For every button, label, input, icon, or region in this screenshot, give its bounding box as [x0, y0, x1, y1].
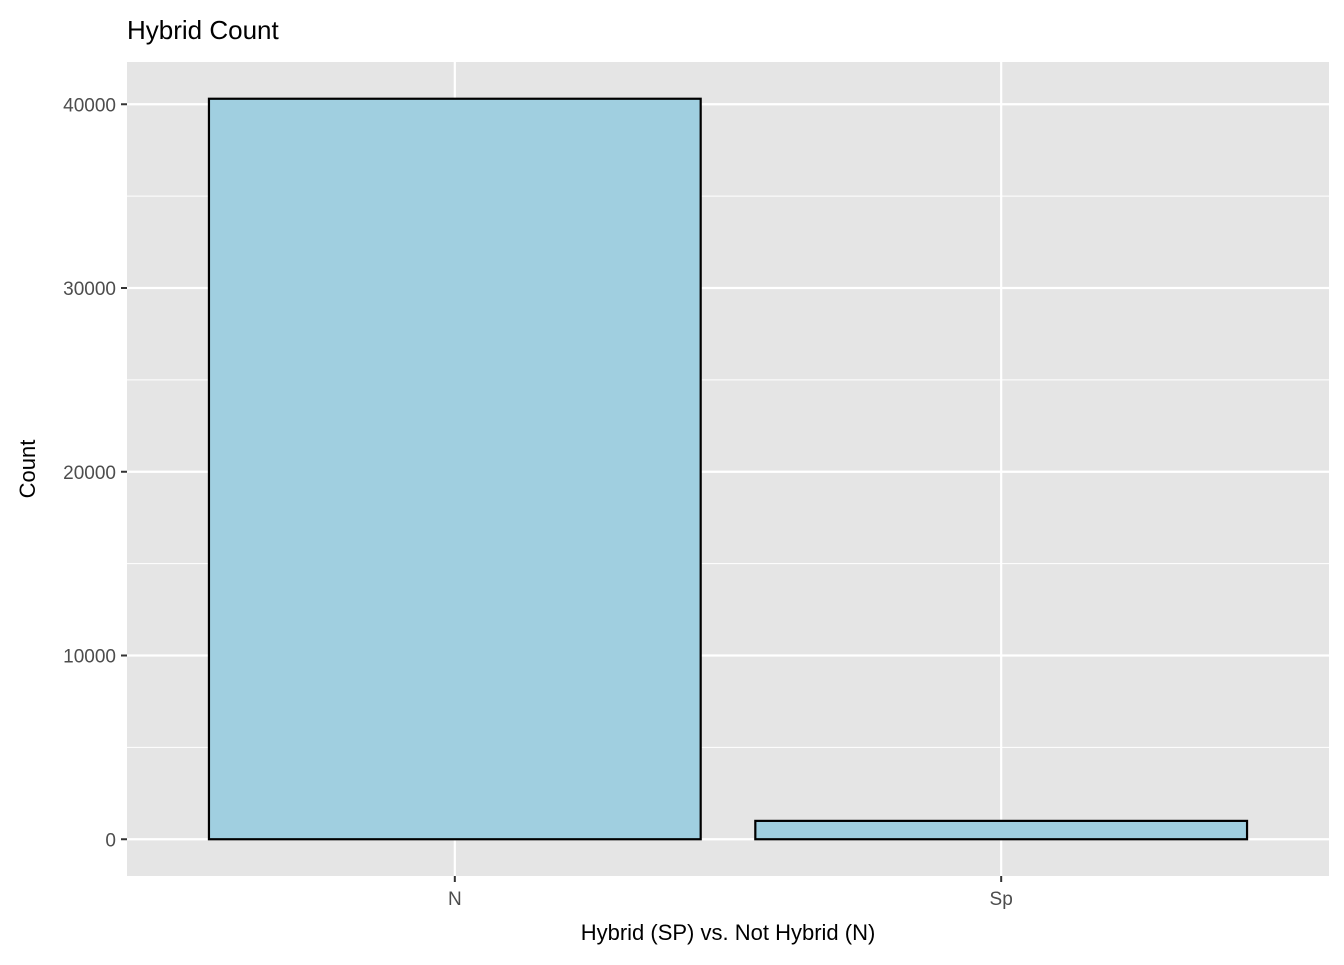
bars-group [207, 97, 1249, 841]
y-tick-label: 10000 [63, 647, 116, 668]
x-tick-label: N [448, 889, 462, 910]
bar-n [207, 97, 702, 841]
bar-sp [754, 819, 1249, 841]
y-tick-label: 30000 [63, 279, 116, 300]
x-axis-title: Hybrid (SP) vs. Not Hybrid (N) [581, 920, 876, 945]
y-axis-title: Count [15, 440, 40, 499]
y-axis-ticks: 0 10000 20000 30000 40000 [63, 95, 127, 851]
x-axis-ticks: N Sp [448, 876, 1013, 910]
y-tick-label: 40000 [63, 95, 116, 116]
y-tick-label: 20000 [63, 463, 116, 484]
chart-title: Hybrid Count [127, 15, 280, 45]
y-tick-label: 0 [105, 830, 116, 851]
x-tick-label: Sp [990, 889, 1013, 910]
